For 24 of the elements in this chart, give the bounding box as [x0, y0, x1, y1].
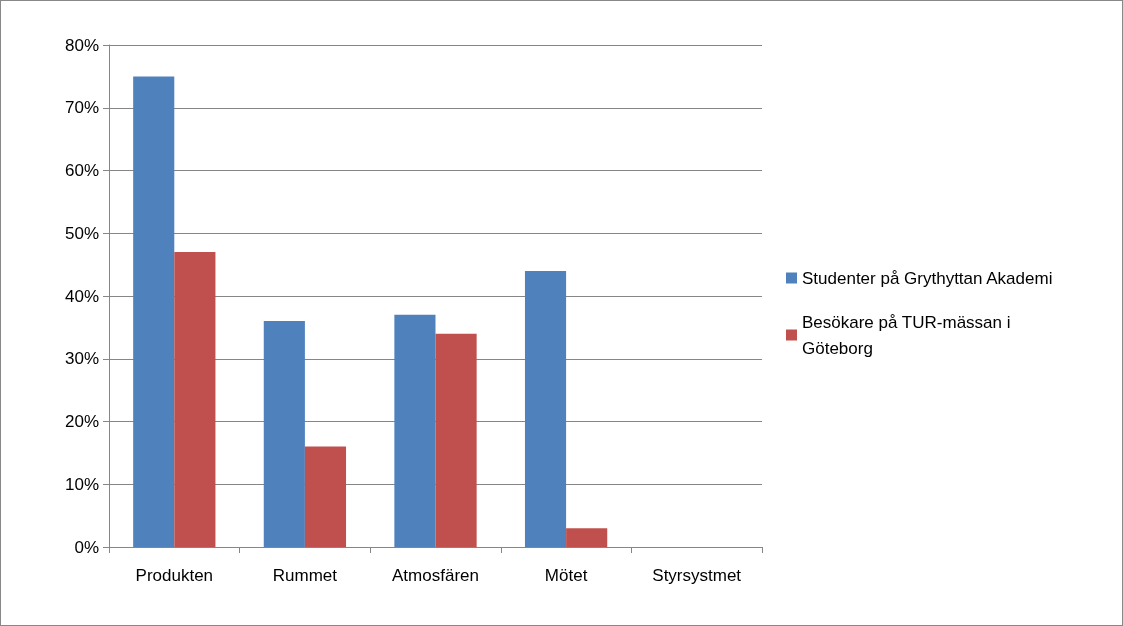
bar — [435, 333, 477, 547]
x-tick-label: Styrsystmet — [652, 566, 742, 585]
y-tick-label: 30% — [64, 349, 99, 369]
bar — [133, 76, 175, 547]
y-tick-label: 40% — [64, 286, 99, 306]
y-tick-label: 70% — [64, 98, 99, 118]
bar — [304, 446, 347, 547]
y-tick-label: 20% — [64, 412, 99, 431]
x-tick-label: Mötet — [544, 566, 588, 585]
bar — [174, 252, 216, 547]
bar — [566, 528, 608, 547]
bar — [524, 270, 567, 547]
legend-label: Studenter på Grythyttan Akademi — [802, 268, 1053, 288]
x-tick-label: Produkten — [135, 566, 214, 585]
y-tick-label: 50% — [64, 223, 99, 243]
x-tick-label: Rummet — [272, 566, 338, 585]
y-tick-label: 60% — [64, 161, 99, 180]
y-tick-label: 80% — [64, 35, 99, 55]
bar — [263, 321, 305, 547]
x-tick-label: Atmosfären — [392, 566, 479, 585]
bar — [394, 314, 436, 547]
legend-label: Besökare på TUR-mässan i Göteborg — [802, 312, 1016, 358]
y-tick-label: 0% — [74, 537, 99, 557]
y-tick-label: 10% — [64, 474, 99, 494]
